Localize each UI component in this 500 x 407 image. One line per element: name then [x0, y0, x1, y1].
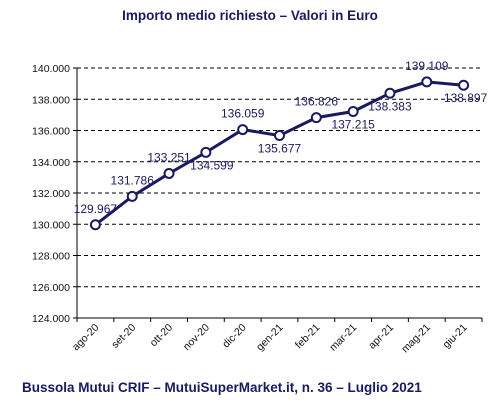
y-tick-label: 134.000: [32, 157, 70, 169]
data-point: [126, 190, 138, 202]
data-point: [237, 124, 249, 136]
data-label: 136.059: [221, 107, 265, 121]
source-footer: Bussola Mutui CRIF – MutuiSuperMarket.it…: [22, 380, 422, 395]
y-tick-label: 132.000: [32, 188, 70, 200]
chart-title: Importo medio richiesto – Valori in Euro: [122, 8, 378, 23]
y-tick-label: 124.000: [32, 313, 70, 325]
data-label: 129.967: [74, 202, 118, 216]
data-label: 131.786: [111, 173, 155, 187]
data-label: 134.599: [190, 158, 234, 172]
x-tick-label: nov-20: [181, 322, 212, 353]
data-label: 135.677: [258, 142, 302, 156]
y-tick-label: 138.000: [32, 94, 70, 106]
data-point: [384, 87, 396, 99]
data-label: 133.251: [147, 150, 191, 164]
data-label: 139.109: [405, 59, 449, 73]
x-tick-label: feb-21: [293, 322, 323, 352]
data-label: 136.826: [295, 95, 339, 109]
x-tick-label: set-20: [109, 322, 138, 351]
axes: [73, 67, 483, 322]
y-tick-label: 140.000: [32, 63, 70, 75]
x-tick-label: gen-21: [254, 322, 286, 354]
y-tick-label: 126.000: [32, 282, 70, 294]
x-tick-label: mar-21: [327, 322, 359, 354]
data-label: 138.383: [368, 99, 412, 113]
x-tick-label: giu-21: [441, 322, 470, 351]
data-point: [421, 76, 433, 88]
data-point: [89, 219, 101, 231]
x-tick-labels: ago-20 set-20 ott-20 nov-20 dic-20 gen-21 feb-…: [70, 322, 470, 356]
y-tick-labels: 124.000 126.000 128.000 130.000 132.000 134.0…: [32, 63, 70, 325]
data-label: 137.215: [331, 118, 375, 132]
data-point: [163, 167, 175, 179]
data-point: [347, 106, 359, 118]
data-point: [310, 112, 322, 124]
x-tick-label: ott-20: [148, 322, 176, 350]
x-tick-label: apr-21: [366, 322, 396, 352]
y-tick-label: 128.000: [32, 251, 70, 263]
data-point: [200, 146, 212, 158]
y-tick-label: 130.000: [32, 219, 70, 231]
series: [89, 76, 470, 231]
data-label: 138.897: [444, 91, 488, 105]
x-tick-label: ago-20: [70, 322, 102, 354]
x-tick-label: dic-20: [220, 322, 249, 351]
data-point: [458, 79, 470, 91]
grid-lines: [77, 67, 482, 288]
data-point: [274, 130, 285, 142]
x-tick-label: mag-21: [399, 322, 433, 356]
y-tick-label: 136.000: [32, 126, 70, 138]
